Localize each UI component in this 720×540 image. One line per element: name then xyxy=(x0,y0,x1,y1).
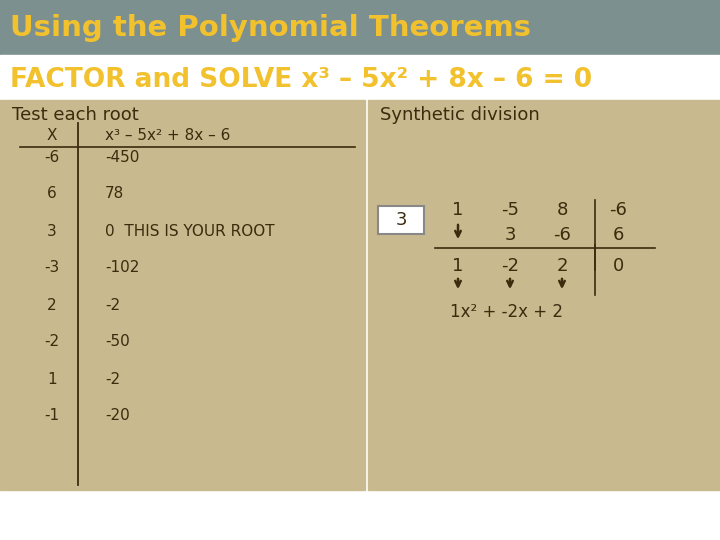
Text: 3: 3 xyxy=(395,211,407,229)
Text: Synthetic division: Synthetic division xyxy=(380,106,540,124)
Text: 3: 3 xyxy=(47,224,57,239)
Text: FACTOR and SOLVE x³ – 5x² + 8x – 6 = 0: FACTOR and SOLVE x³ – 5x² + 8x – 6 = 0 xyxy=(10,67,592,93)
Bar xyxy=(0,55,720,540)
Text: 78: 78 xyxy=(105,186,125,201)
Text: 2: 2 xyxy=(557,257,568,275)
Text: 3: 3 xyxy=(504,226,516,244)
Text: 6: 6 xyxy=(47,186,57,201)
Text: -6: -6 xyxy=(45,150,60,165)
Bar xyxy=(0,100,365,490)
Text: -20: -20 xyxy=(105,408,130,423)
Text: 8: 8 xyxy=(557,201,567,219)
Text: x³ – 5x² + 8x – 6: x³ – 5x² + 8x – 6 xyxy=(105,127,230,143)
Text: -1: -1 xyxy=(45,408,60,423)
Text: -3: -3 xyxy=(45,260,60,275)
Text: 6: 6 xyxy=(612,226,624,244)
Text: -2: -2 xyxy=(501,257,519,275)
Text: -6: -6 xyxy=(553,226,571,244)
Bar xyxy=(368,100,720,490)
Text: 1x² + -2x + 2: 1x² + -2x + 2 xyxy=(450,303,563,321)
Text: 1: 1 xyxy=(48,372,57,387)
Text: 0  THIS IS YOUR ROOT: 0 THIS IS YOUR ROOT xyxy=(105,224,274,239)
Text: -6: -6 xyxy=(609,201,627,219)
Text: 2: 2 xyxy=(48,298,57,313)
Text: Using the Polynomial Theorems: Using the Polynomial Theorems xyxy=(10,14,531,42)
Text: 1: 1 xyxy=(452,201,464,219)
Text: Test each root: Test each root xyxy=(12,106,139,124)
Text: -2: -2 xyxy=(45,334,60,349)
Text: X: X xyxy=(47,127,58,143)
Bar xyxy=(0,0,720,55)
Text: -102: -102 xyxy=(105,260,140,275)
Text: 1: 1 xyxy=(452,257,464,275)
FancyBboxPatch shape xyxy=(378,206,424,234)
Text: -5: -5 xyxy=(501,201,519,219)
Text: -2: -2 xyxy=(105,372,120,387)
Text: 0: 0 xyxy=(613,257,624,275)
Text: -50: -50 xyxy=(105,334,130,349)
Text: -450: -450 xyxy=(105,150,140,165)
Text: -2: -2 xyxy=(105,298,120,313)
